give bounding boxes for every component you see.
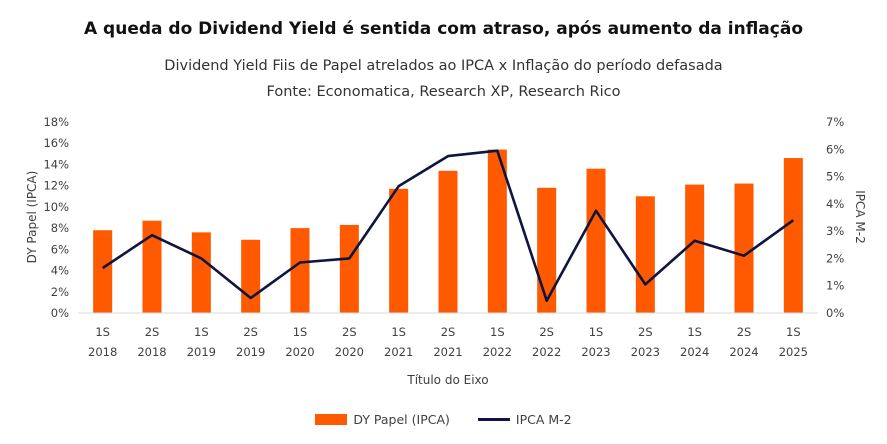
bar-dy-3 <box>241 239 261 313</box>
x-tick-year: 2021 <box>384 345 413 359</box>
legend-label-ipca: IPCA M-2 <box>515 412 572 427</box>
legend-item-ipca: IPCA M-2 <box>477 412 572 427</box>
x-tick-half: 2S <box>737 325 752 339</box>
x-tick-half: 1S <box>95 325 110 339</box>
y-tick-label: 10% <box>43 200 69 214</box>
y-tick-label: 12% <box>43 179 69 193</box>
x-tick-year: 2023 <box>581 345 610 359</box>
chart-title: A queda do Dividend Yield é sentida com … <box>83 19 804 39</box>
x-tick-year: 2018 <box>88 345 117 359</box>
y2-tick-label: 3% <box>826 224 844 238</box>
y-tick-label: 14% <box>43 157 69 171</box>
y2-axis-label: IPCA M-2 <box>853 190 867 244</box>
x-tick-half: 1S <box>194 325 209 339</box>
x-tick-half: 1S <box>293 325 308 339</box>
y2-tick-label: 1% <box>826 279 844 293</box>
y-axis-label: DY Papel (IPCA) <box>25 171 39 264</box>
y-tick-label: 6% <box>51 242 69 256</box>
x-tick-half: 2S <box>145 325 160 339</box>
y2-tick-label: 0% <box>826 306 844 320</box>
x-tick-half: 1S <box>786 325 801 339</box>
bar-dy-10 <box>586 168 606 313</box>
bar-dy-7 <box>438 170 458 313</box>
x-tick-year: 2023 <box>631 345 660 359</box>
bar-dy-9 <box>537 187 557 313</box>
x-tick-year: 2022 <box>483 345 512 359</box>
bar-dy-5 <box>339 224 359 313</box>
y-tick-label: 16% <box>43 136 69 150</box>
y-tick-label: 18% <box>43 115 69 129</box>
x-tick-year: 2019 <box>236 345 265 359</box>
x-tick-year: 2018 <box>137 345 166 359</box>
x-tick-half: 2S <box>342 325 357 339</box>
bar-dy-4 <box>290 228 310 313</box>
x-tick-year: 2019 <box>187 345 216 359</box>
bar-dy-8 <box>487 149 507 313</box>
chart-source: Fonte: Economatica, Research XP, Researc… <box>266 84 621 100</box>
x-tick-half: 1S <box>589 325 604 339</box>
y2-tick-label: 4% <box>826 197 844 211</box>
y2-tick-label: 7% <box>826 115 844 129</box>
x-tick-year: 2024 <box>680 345 709 359</box>
x-tick-year: 2020 <box>285 345 314 359</box>
y2-tick-label: 2% <box>826 251 844 265</box>
x-tick-year: 2022 <box>532 345 561 359</box>
x-tick-half: 1S <box>490 325 505 339</box>
bar-dy-11 <box>635 196 655 313</box>
bar-dy-14 <box>783 158 803 313</box>
x-tick-half: 2S <box>441 325 456 339</box>
legend-label-dy: DY Papel (IPCA) <box>353 412 450 427</box>
bar-dy-1 <box>142 220 162 313</box>
x-tick-half: 1S <box>687 325 702 339</box>
line-ipca <box>101 149 795 303</box>
bar-dy-6 <box>389 188 409 313</box>
bar-dy-13 <box>734 183 754 313</box>
x-tick-half: 2S <box>243 325 258 339</box>
bar-dy-0 <box>93 230 113 313</box>
y-tick-label: 2% <box>51 285 69 299</box>
chart-subtitle: Dividend Yield Fiis de Papel atrelados a… <box>164 58 723 74</box>
legend-bar-swatch <box>315 414 348 425</box>
y-tick-label: 0% <box>51 306 69 320</box>
x-tick-half: 2S <box>638 325 653 339</box>
y-tick-label: 4% <box>51 264 69 278</box>
bar-dy-2 <box>191 232 211 313</box>
legend-line-swatch <box>477 418 510 421</box>
x-tick-year: 2025 <box>779 345 808 359</box>
x-tick-half: 1S <box>391 325 406 339</box>
x-tick-year: 2024 <box>729 345 758 359</box>
y-tick-label: 8% <box>51 221 69 235</box>
y2-tick-label: 5% <box>826 170 844 184</box>
x-tick-half: 2S <box>539 325 554 339</box>
legend: DY Papel (IPCA) IPCA M-2 <box>0 412 887 427</box>
x-tick-year: 2021 <box>433 345 462 359</box>
y2-tick-label: 6% <box>826 142 844 156</box>
legend-item-dy: DY Papel (IPCA) <box>315 412 450 427</box>
x-tick-year: 2020 <box>335 345 364 359</box>
bar-dy-12 <box>685 184 705 313</box>
x-axis-label: Título do Eixo <box>406 373 488 387</box>
